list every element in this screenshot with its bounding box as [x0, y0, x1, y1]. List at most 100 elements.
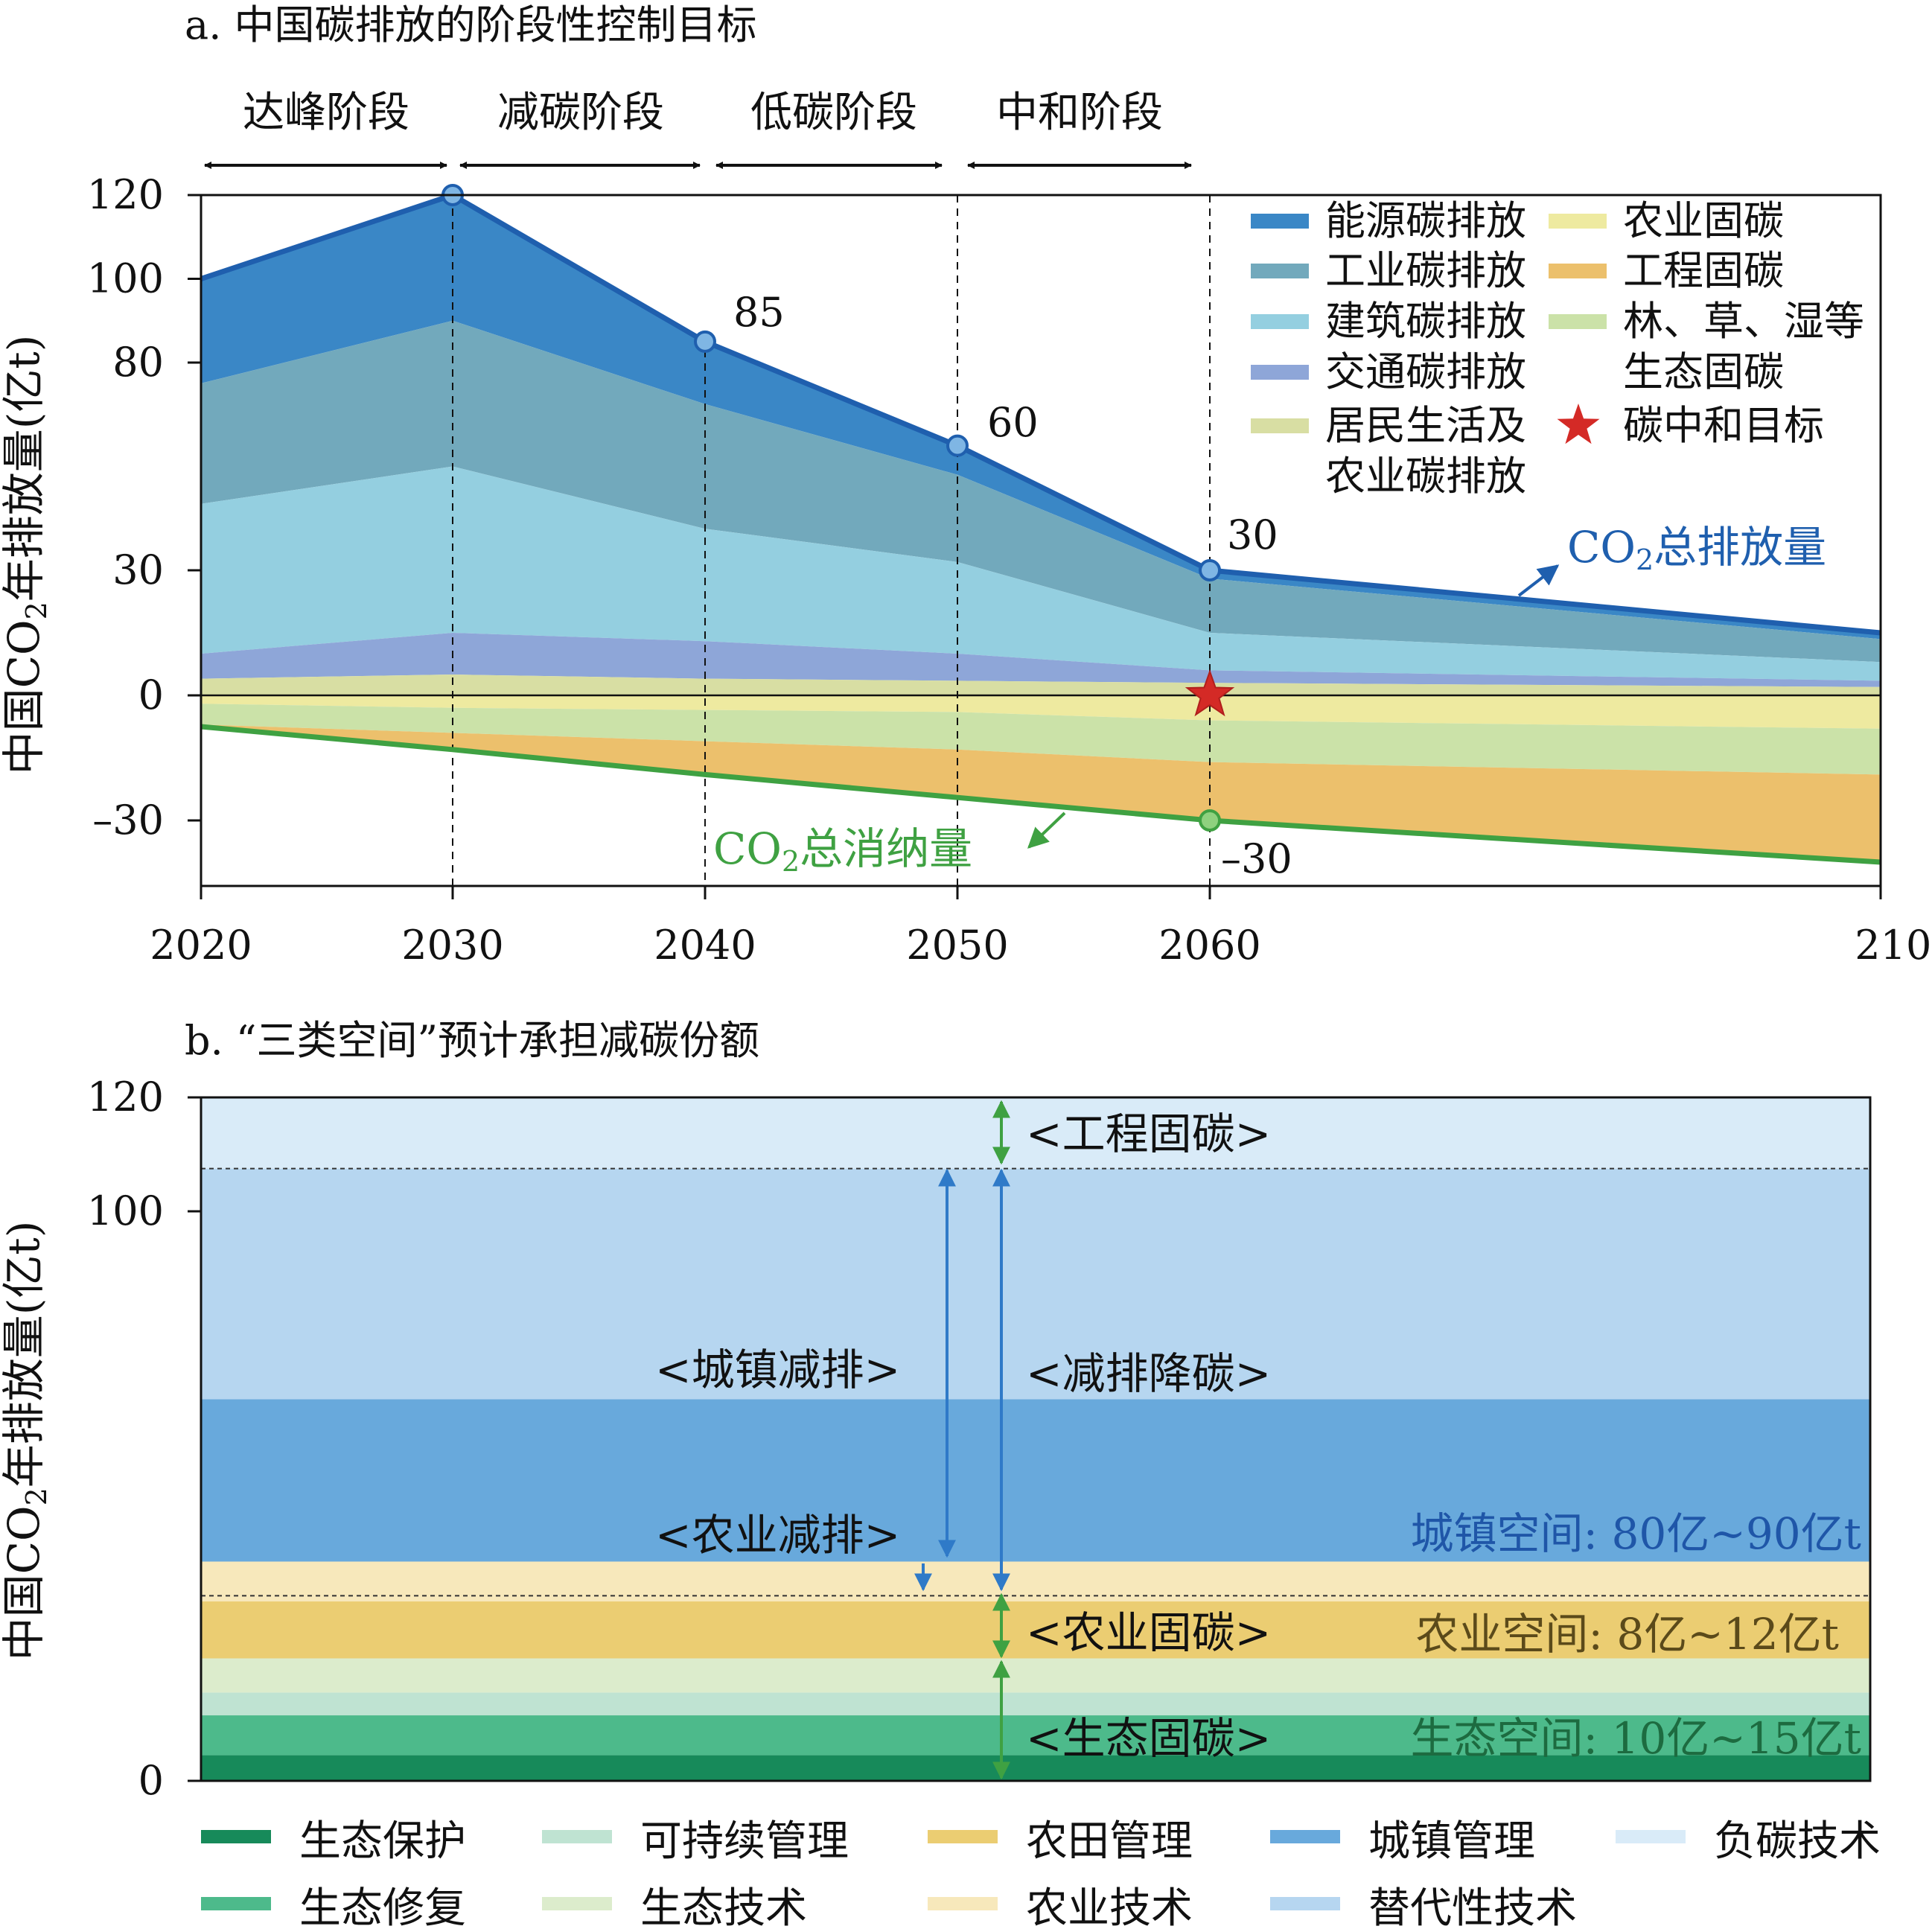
- legend-label: 工业碳排放: [1325, 247, 1526, 294]
- absorption-label: CO2总消纳量: [713, 812, 1066, 878]
- area-6: [201, 695, 1881, 729]
- legend-swatch: [1616, 1830, 1686, 1843]
- layer-生态修复: [201, 1715, 1870, 1756]
- legend-label: 替代性技术: [1368, 1884, 1577, 1929]
- legend-label: 居民生活及: [1325, 402, 1526, 449]
- label-minus-30: –30: [1221, 835, 1292, 882]
- y-tick-label: 100: [87, 255, 164, 302]
- phase-label-low: 低碳阶段: [750, 89, 917, 137]
- legend-swatch: [542, 1830, 612, 1843]
- area-8: [201, 724, 1881, 862]
- annotation-urban-reduction: <城镇减排>: [655, 1345, 900, 1395]
- x-tick-label: 2040: [654, 922, 756, 969]
- annotation-eco-sink: <生态固碳>: [1026, 1713, 1271, 1764]
- legend-swatch: [1549, 214, 1607, 229]
- layer-生态保护: [201, 1755, 1870, 1781]
- legend-swatch: [1251, 264, 1309, 278]
- legend-swatch: [1549, 264, 1607, 278]
- legend-label: 碳中和目标: [1623, 402, 1824, 449]
- legend-swatch: [1251, 365, 1309, 380]
- legend-label-line2: 农业碳排放: [1325, 453, 1526, 500]
- share-arrows: [914, 1100, 1010, 1780]
- y-tick-label: –30: [92, 797, 164, 844]
- space-label-urban: 城镇空间: 80亿~90亿t: [1411, 1508, 1862, 1559]
- emission-label: CO2总排放量: [1517, 522, 1826, 597]
- label-85: 85: [733, 289, 785, 336]
- legend-swatch: [1549, 314, 1607, 329]
- legend-label: 城镇管理: [1368, 1817, 1535, 1866]
- emission-point: [694, 330, 716, 353]
- legend-label: 交通碳排放: [1325, 348, 1526, 395]
- absorption-arrow-icon: [1027, 812, 1066, 849]
- x-tick-label: 2030: [401, 922, 503, 969]
- legend-label: 负碳技术: [1714, 1817, 1881, 1866]
- chart-a-x-ticks: 2020 2030 2040 2050 2060 2100: [150, 886, 1932, 969]
- legend-label: 能源碳排放: [1325, 197, 1526, 244]
- legend-swatch: [1251, 314, 1309, 329]
- annotation-engineering: <工程固碳>: [1026, 1109, 1271, 1159]
- space-label-agri: 农业空间: 8亿~12亿t: [1415, 1609, 1839, 1659]
- annotation-agri-sink: <农业固碳>: [1026, 1607, 1271, 1658]
- space-label-eco: 生态空间: 10亿~15亿t: [1411, 1713, 1862, 1764]
- emission-arrow-icon: [1517, 564, 1560, 597]
- legend-swatch: [201, 1897, 271, 1910]
- annotation-agri-reduction: <农业减排>: [655, 1510, 900, 1560]
- carbon-neutral-star-icon: [1185, 669, 1235, 717]
- layer-替代性技术: [201, 1168, 1870, 1400]
- chart-b-ylabel: 中国CO2年排放量(亿t): [0, 1221, 53, 1661]
- y-tick-label: 100: [87, 1187, 164, 1234]
- emission-label-text: CO2总排放量: [1567, 522, 1826, 576]
- legend-label: 工程固碳: [1623, 247, 1784, 294]
- emission-point: [1199, 559, 1221, 581]
- legend-swatch: [1251, 418, 1309, 433]
- legend-label: 林、草、湿等: [1623, 298, 1864, 345]
- area-5: [201, 675, 1881, 695]
- layer-农业技术: [201, 1561, 1870, 1602]
- stacked-areas: [201, 195, 1881, 862]
- chart-b-frame: [200, 1096, 1872, 1782]
- chart-a: a. 中国碳排放的阶段性控制目标 达峰阶段 减碳阶段 低碳阶段 中和阶段 85: [0, 1, 1932, 969]
- label-60: 60: [987, 399, 1039, 446]
- layer-负碳技术: [201, 1097, 1870, 1169]
- y-tick-label: 0: [138, 672, 164, 718]
- legend-swatch: [928, 1830, 998, 1843]
- absorption-total-line: [200, 724, 1881, 865]
- legend-star-icon: [1557, 404, 1600, 444]
- phase-bands: 达峰阶段 减碳阶段 低碳阶段 中和阶段: [204, 89, 1192, 169]
- x-tick-label: 2020: [150, 922, 252, 969]
- y-tick-label: 30: [112, 546, 164, 593]
- legend-swatch: [542, 1897, 612, 1910]
- chart-a-frame: [200, 194, 1882, 887]
- y-tick-label: 120: [87, 1074, 164, 1120]
- x-tick-label: 2060: [1158, 922, 1260, 969]
- phase-label-neutral: 中和阶段: [996, 89, 1163, 137]
- area-1: [201, 195, 1881, 640]
- layer-农田管理: [201, 1601, 1870, 1659]
- legend-swatch: [928, 1897, 998, 1910]
- legend-label: 生态保护: [299, 1817, 466, 1866]
- x-tick-label: 2100: [1855, 922, 1932, 969]
- y-tick-label: 80: [112, 339, 164, 386]
- legend-label: 生态修复: [299, 1884, 466, 1929]
- layer-可持续管理: [201, 1692, 1870, 1716]
- annotation-reduce-carbon: <减排降碳>: [1026, 1348, 1271, 1399]
- x-tick-label: 2050: [906, 922, 1008, 969]
- stacked-layers: [201, 1097, 1870, 1781]
- layer-城镇管理: [201, 1399, 1870, 1562]
- chart-b-y-ticks: 0 100 120: [87, 1074, 201, 1804]
- legend-label: 农业技术: [1026, 1884, 1193, 1929]
- legend-swatch: [1270, 1897, 1340, 1910]
- chart-b-title: b. “三类空间”预计承担减碳份额: [185, 1017, 759, 1064]
- chart-b: b. “三类空间”预计承担减碳份额 <工程固碳> <减排降碳> <城镇减排> <…: [0, 1017, 1881, 1929]
- legend-swatch: [1270, 1830, 1340, 1843]
- phase-label-reduce: 减碳阶段: [497, 89, 664, 137]
- total-lines: [200, 192, 1881, 865]
- legend-label: 农田管理: [1026, 1817, 1193, 1866]
- legend-label: 农业固碳: [1623, 197, 1784, 244]
- chart-a-title: a. 中国碳排放的阶段性控制目标: [185, 1, 757, 48]
- layer-生态技术: [201, 1658, 1870, 1693]
- y-tick-label: 0: [138, 1757, 164, 1804]
- emission-point: [946, 434, 969, 457]
